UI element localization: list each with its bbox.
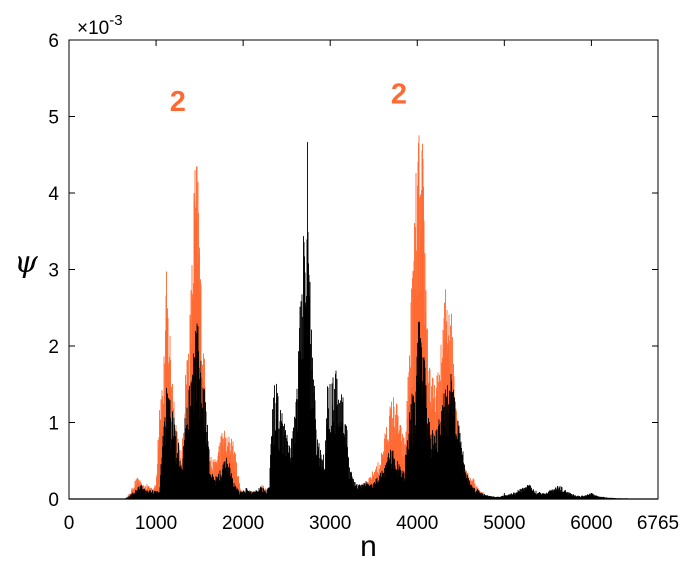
x-tick-label: 1000 [135,513,177,534]
x-tick-label: 5000 [483,513,525,534]
y-tick-label: 6 [48,31,59,52]
x-axis-label: n [360,530,377,561]
y-axis-label: ψ [14,245,38,280]
x-tick-label: 6765 [637,513,679,534]
y-tick-label: 4 [48,184,59,205]
x-tick-label: 2000 [222,513,264,534]
x-tick-label: 0 [64,513,75,534]
y-tick-label: 1 [48,414,59,435]
plot-area [124,135,635,499]
y-tick-label: 0 [48,490,59,511]
labels: 0 1000 2000 3000 4000 5000 6000 6765 0 1 2 3 4 5 6 ×10-… [14,12,679,561]
axes-box [68,39,659,500]
x-tick-label: 3000 [309,513,351,534]
annotation-label-0: 2 [170,86,186,118]
axes [68,39,659,500]
annotation-label-1: 2 [391,79,407,111]
y-tick-label: 3 [48,261,59,282]
y-multiplier-label: ×10-3 [77,12,123,39]
y-tick-label: 2 [48,337,59,358]
y-tick-label: 5 [48,108,59,129]
x-tick-label: 6000 [570,513,612,534]
x-tick-label: 4000 [396,513,438,534]
